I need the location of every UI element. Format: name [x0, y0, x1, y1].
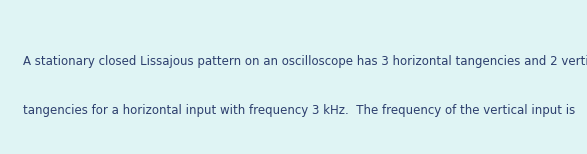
- Text: A stationary closed Lissajous pattern on an oscilloscope has 3 horizontal tangen: A stationary closed Lissajous pattern on…: [23, 55, 587, 68]
- Text: tangencies for a horizontal input with frequency 3 kHz.  The frequency of the ve: tangencies for a horizontal input with f…: [23, 104, 576, 117]
